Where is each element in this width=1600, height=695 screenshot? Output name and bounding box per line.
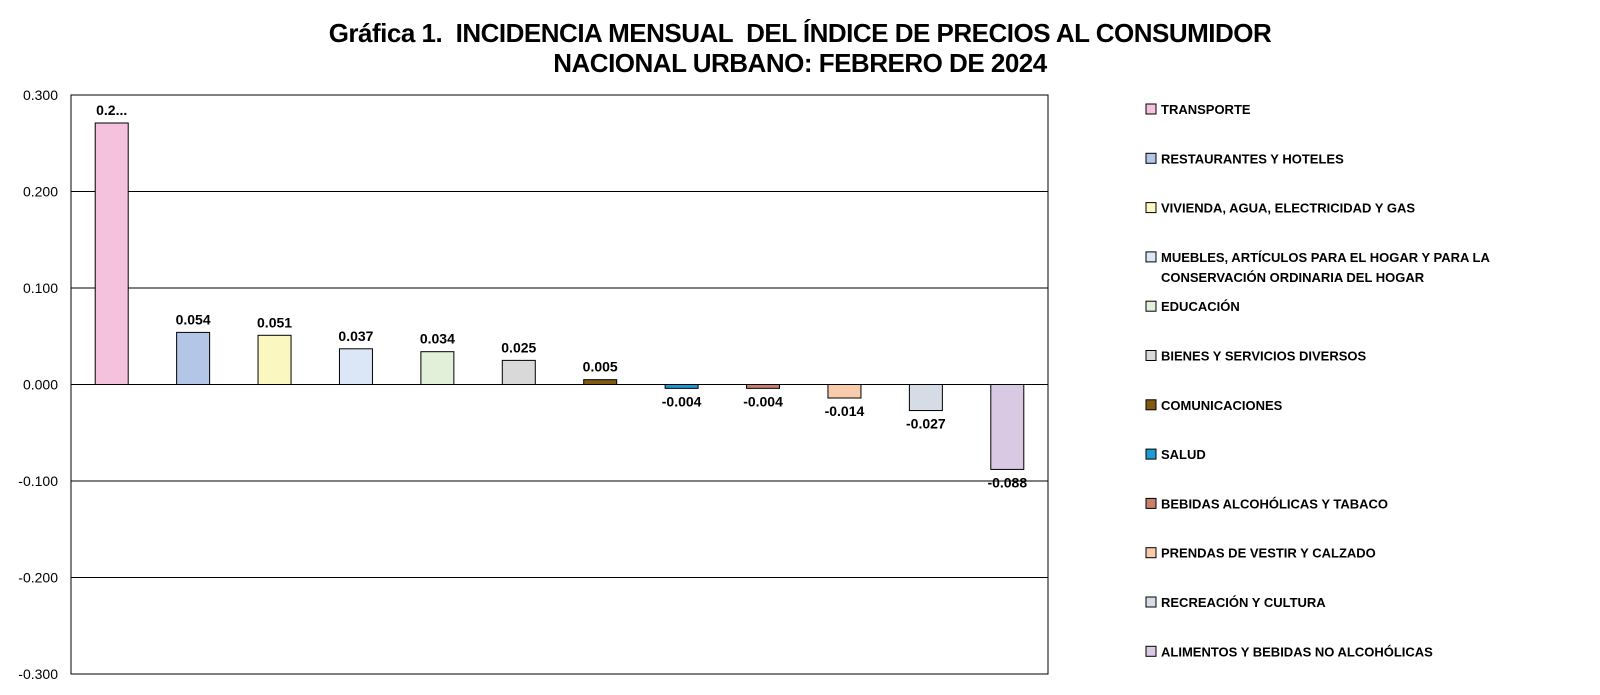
plot-area-frame bbox=[70, 94, 1049, 675]
legend-label: RESTAURANTES Y HOTELES bbox=[1161, 151, 1344, 166]
data-label: -0.027 bbox=[906, 416, 946, 432]
legend-item: RECREACIÓN Y CULTURA bbox=[1145, 595, 1326, 610]
chart-title-line-2: NACIONAL URBANO: FEBRERO DE 2024 bbox=[553, 48, 1047, 78]
y-tick-label: 0.000 bbox=[23, 377, 58, 393]
legend-label: PRENDAS DE VESTIR Y CALZADO bbox=[1161, 546, 1376, 561]
legend-item: TRANSPORTE bbox=[1145, 102, 1251, 117]
legend-label: MUEBLES, ARTÍCULOS PARA EL HOGAR Y PARA … bbox=[1161, 250, 1490, 265]
legend-swatch bbox=[1145, 350, 1157, 361]
bar bbox=[338, 348, 373, 386]
legend-label: ALIMENTOS Y BEBIDAS NO ALCOHÓLICAS bbox=[1161, 644, 1433, 659]
bar bbox=[501, 359, 536, 385]
legend-swatch bbox=[1145, 202, 1157, 214]
data-label: 0.025 bbox=[501, 339, 536, 355]
legend-swatch bbox=[1145, 547, 1157, 559]
data-label: -0.004 bbox=[743, 393, 783, 409]
data-label: 0.054 bbox=[176, 311, 211, 327]
bar bbox=[420, 351, 455, 386]
bar bbox=[94, 122, 129, 386]
data-labels: 0.2... 0.054 0.051 0.037 0.034 0.025 0.005 -0.0… bbox=[96, 102, 1027, 490]
bar bbox=[990, 384, 1025, 470]
data-label: 0.005 bbox=[583, 359, 618, 375]
legend-item: VIVIENDA, AGUA, ELECTRICIDAD Y GAS bbox=[1145, 201, 1415, 216]
data-label: -0.014 bbox=[825, 403, 865, 419]
legend-item: ALIMENTOS Y BEBIDAS NO ALCOHÓLICAS bbox=[1145, 644, 1433, 659]
legend-item: MUEBLES, ARTÍCULOS PARA EL HOGAR Y PARA … bbox=[1145, 250, 1490, 285]
legend-item: COMUNICACIONES bbox=[1145, 398, 1283, 413]
y-axis: 0.300 0.200 0.100 0.000 -0.100 -0.200 -0.300 bbox=[18, 87, 58, 682]
bar bbox=[827, 384, 862, 399]
bar bbox=[908, 384, 943, 412]
legend-label: BEBIDAS ALCOHÓLICAS Y TABACO bbox=[1161, 496, 1388, 511]
legend-label: BIENES Y SERVICIOS DIVERSOS bbox=[1161, 349, 1367, 364]
legend-label: RECREACIÓN Y CULTURA bbox=[1161, 595, 1326, 610]
bar bbox=[664, 384, 699, 389]
data-label: 0.037 bbox=[338, 328, 373, 344]
legend: TRANSPORTE RESTAURANTES Y HOTELES VIVIENDA… bbox=[1145, 102, 1490, 659]
bar bbox=[257, 334, 292, 386]
legend-swatch bbox=[1145, 399, 1157, 411]
legend-label: TRANSPORTE bbox=[1161, 102, 1251, 117]
legend-label: SALUD bbox=[1161, 447, 1206, 462]
legend-swatch bbox=[1145, 251, 1157, 263]
bars bbox=[94, 122, 1025, 470]
bar bbox=[583, 379, 618, 385]
legend-swatch bbox=[1145, 645, 1157, 657]
legend-swatch bbox=[1145, 103, 1157, 115]
legend-swatch bbox=[1145, 497, 1157, 509]
legend-label: VIVIENDA, AGUA, ELECTRICIDAD Y GAS bbox=[1161, 201, 1415, 216]
data-label: 0.034 bbox=[420, 331, 455, 347]
legend-item: BEBIDAS ALCOHÓLICAS Y TABACO bbox=[1145, 496, 1388, 511]
bar bbox=[176, 331, 211, 386]
legend-swatch bbox=[1145, 152, 1157, 164]
legend-item: RESTAURANTES Y HOTELES bbox=[1145, 151, 1344, 166]
chart-title-line-1: Gráfica 1. INCIDENCIA MENSUAL DEL ÍNDICE… bbox=[328, 18, 1272, 48]
legend-label: CONSERVACIÓN ORDINARIA DEL HOGAR bbox=[1161, 270, 1425, 285]
legend-label: EDUCACIÓN bbox=[1161, 299, 1240, 314]
y-tick-label: -0.200 bbox=[18, 570, 58, 586]
legend-swatch bbox=[1145, 300, 1157, 312]
legend-item: SALUD bbox=[1145, 447, 1206, 462]
legend-item: EDUCACIÓN bbox=[1145, 299, 1240, 314]
data-label: 0.051 bbox=[257, 314, 292, 330]
gridlines bbox=[71, 94, 1048, 675]
y-tick-label: -0.100 bbox=[18, 473, 58, 489]
chart-title: Gráfica 1. INCIDENCIA MENSUAL DEL ÍNDICE… bbox=[0, 18, 1600, 78]
legend-item: BIENES Y SERVICIOS DIVERSOS bbox=[1145, 349, 1367, 364]
y-tick-label: 0.300 bbox=[23, 87, 58, 103]
legend-swatch bbox=[1145, 448, 1157, 460]
bar bbox=[746, 384, 781, 389]
legend-item: PRENDAS DE VESTIR Y CALZADO bbox=[1145, 546, 1376, 561]
legend-swatch bbox=[1145, 596, 1157, 608]
y-tick-label: -0.300 bbox=[18, 666, 58, 682]
y-tick-label: 0.200 bbox=[23, 184, 58, 200]
data-label: 0.2... bbox=[96, 102, 127, 118]
data-label: -0.004 bbox=[662, 393, 702, 409]
y-tick-label: 0.100 bbox=[23, 280, 58, 296]
data-label: -0.088 bbox=[987, 474, 1027, 490]
legend-label: COMUNICACIONES bbox=[1161, 398, 1283, 413]
